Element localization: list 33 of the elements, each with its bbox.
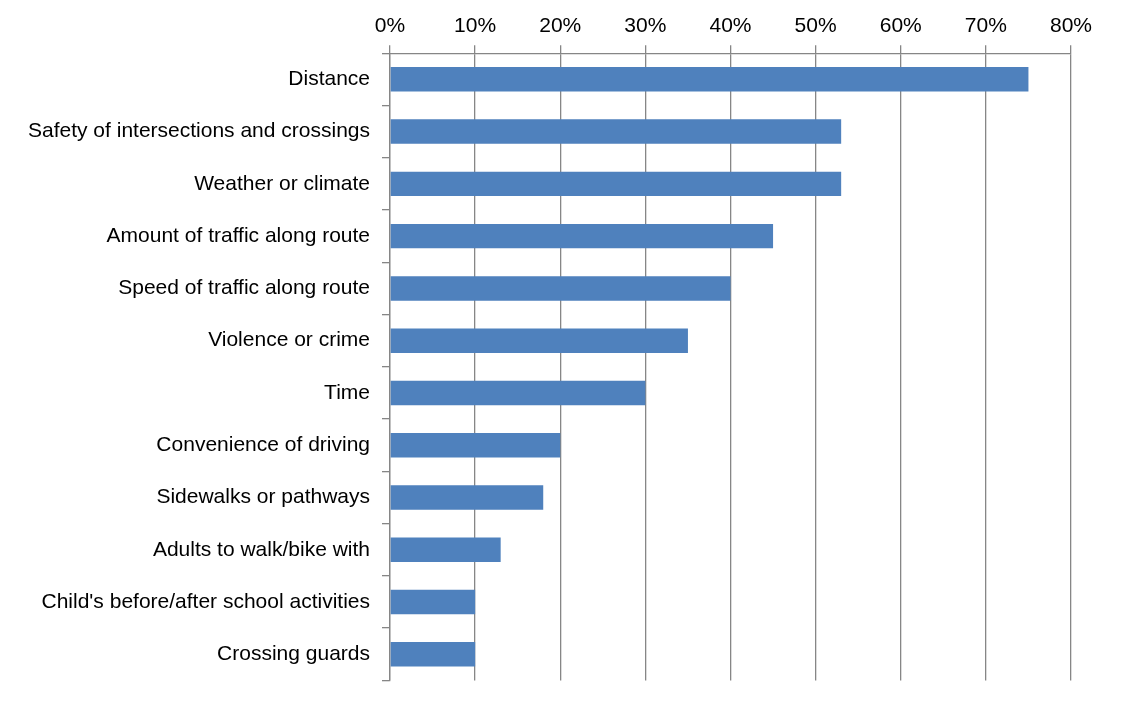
y-tick-label: Sidewalks or pathways <box>156 484 371 508</box>
bar <box>390 119 842 144</box>
y-tick-label: Amount of traffic along route <box>106 222 371 246</box>
bar <box>390 67 1029 92</box>
x-tick-label: 0% <box>374 13 406 37</box>
y-tick-label: Weather or climate <box>194 170 371 194</box>
bar <box>390 432 561 458</box>
bar <box>390 380 646 406</box>
bar <box>390 589 476 615</box>
y-tick-label: Speed of traffic along route <box>118 275 371 299</box>
x-tick-label: 30% <box>624 13 667 37</box>
y-tick-label: Child's before/after school activities <box>41 588 371 612</box>
y-tick-label: Violence or crime <box>208 327 371 351</box>
bar <box>390 171 842 197</box>
x-tick-label: 10% <box>454 13 497 37</box>
bar <box>390 223 774 249</box>
bar <box>390 276 731 301</box>
x-tick-label: 70% <box>964 13 1007 37</box>
y-tick-label: Distance <box>288 66 371 90</box>
y-tick-label: Convenience of driving <box>156 432 371 455</box>
x-tick-label: 50% <box>794 13 837 37</box>
x-tick-label: 80% <box>1049 13 1093 37</box>
y-tick-label: Safety of intersections and crossings <box>27 118 371 142</box>
bar <box>390 537 501 562</box>
y-tick-label: Adults to walk/bike with <box>152 536 371 560</box>
x-tick-label: 20% <box>539 13 582 37</box>
bar <box>390 485 544 510</box>
bar <box>390 328 688 353</box>
y-tick-label: Crossing guards <box>217 641 371 665</box>
x-tick-label: 60% <box>879 13 922 37</box>
x-tick-label: 40% <box>709 13 752 37</box>
y-tick-label: Time <box>324 379 371 403</box>
bar <box>390 642 476 667</box>
